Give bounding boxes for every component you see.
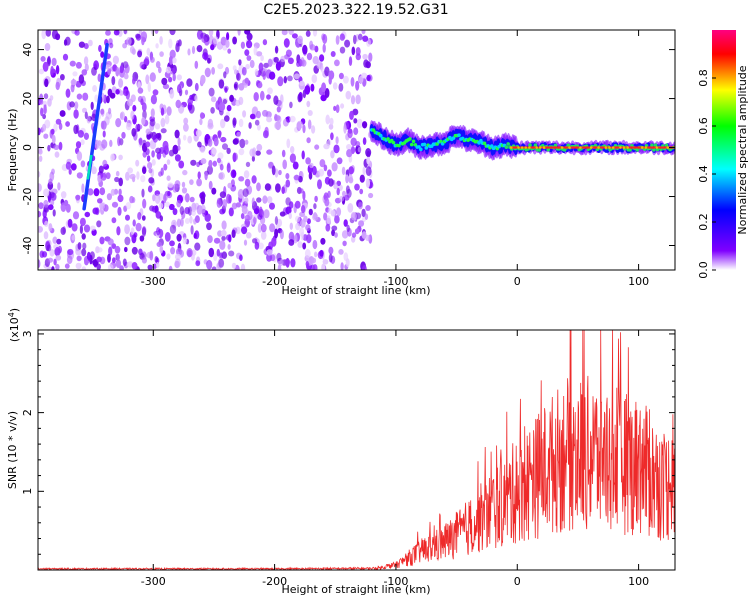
- spectrogram-frame: [37, 29, 676, 271]
- snr-xtick-label: -200: [262, 575, 287, 588]
- colorbar-gradient: [712, 30, 736, 270]
- spectrogram-xtick-label: -100: [383, 275, 408, 288]
- spectrogram-xtick-label: -200: [262, 275, 287, 288]
- figure-title: C2E5.2023.322.19.52.G31: [263, 2, 448, 18]
- snr-ytick-label: 2: [21, 409, 34, 416]
- spectrogram-ylabel: Frequency (Hz): [6, 109, 19, 192]
- spectrogram-ytick-label: 0: [21, 144, 34, 151]
- colorbar-tick-label: 0.2: [697, 213, 710, 231]
- signal-track: [369, 120, 675, 161]
- snr-xtick-label: 0: [514, 575, 521, 588]
- snr-panel: -300 -200 -100 0 100 1 2 3 Height of straight l…: [6, 308, 676, 596]
- spectrogram-ytick-label: -20: [21, 188, 34, 206]
- snr-xtick-label: 100: [628, 575, 649, 588]
- spectrogram-xtick-label: 100: [628, 275, 649, 288]
- snr-ytick-label: 1: [21, 488, 34, 495]
- colorbar-label: Normalized spectral amplitude: [736, 65, 749, 234]
- spectrogram-ytick-label: -40: [21, 237, 34, 255]
- snr-frame: [37, 329, 676, 571]
- spectrogram-xtick-label: -300: [141, 275, 166, 288]
- colorbar-tick-label: 0.4: [697, 165, 710, 183]
- snr-ylabel: SNR (10 * v/v): [6, 411, 19, 489]
- spectrogram-ytick-label: 20: [21, 92, 34, 106]
- snr-multiplier: (x104): [7, 308, 21, 342]
- snr-xlabel: Height of straight line (km): [281, 583, 430, 596]
- spectrogram-ytick-label: 40: [21, 43, 34, 57]
- colorbar-tick-label: 0.8: [697, 69, 710, 87]
- spectrogram-xtick-label: 0: [514, 275, 521, 288]
- meteor-streak-core: [86, 154, 93, 180]
- snr-ytick-label: 3: [21, 330, 34, 337]
- snr-xtick-label: -300: [141, 575, 166, 588]
- spectrogram-xlabel: Height of straight line (km): [281, 284, 430, 297]
- snr-series-line: [38, 330, 675, 570]
- colorbar: 0.0 0.2 0.4 0.6 0.8 Normalized spectral ampl…: [697, 30, 749, 279]
- spectrogram-noise: [38, 30, 374, 270]
- snr-xtick-label: -100: [383, 575, 408, 588]
- meteor-streak: [82, 42, 109, 211]
- colorbar-tick-label: 0.6: [697, 117, 710, 135]
- colorbar-tick-label: 0.0: [697, 261, 710, 279]
